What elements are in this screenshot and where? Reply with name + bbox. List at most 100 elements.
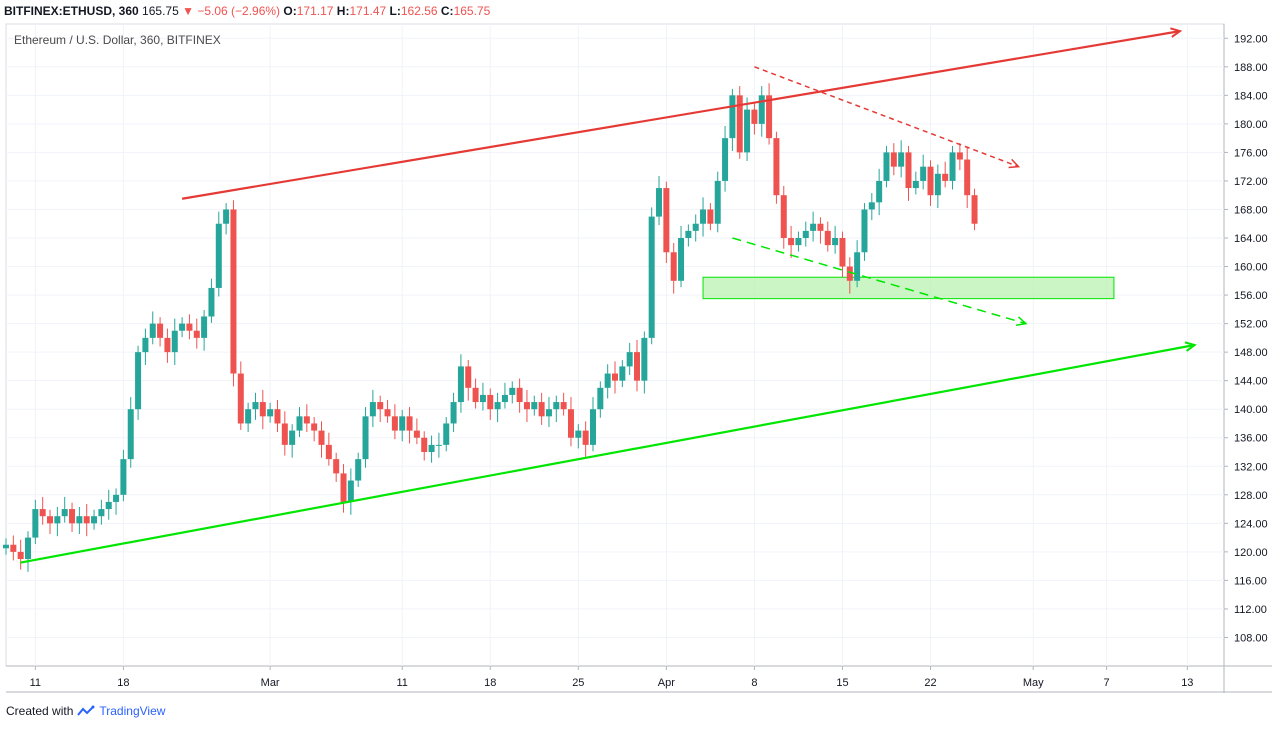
candle-body[interactable] <box>832 238 839 246</box>
candle-body[interactable] <box>956 152 963 160</box>
candle-body[interactable] <box>634 352 641 381</box>
candle-body[interactable] <box>369 402 376 417</box>
candle-body[interactable] <box>722 138 729 181</box>
candle-body[interactable] <box>83 516 90 524</box>
candle-body[interactable] <box>964 159 971 196</box>
candle-body[interactable] <box>391 416 398 431</box>
candle-body[interactable] <box>824 230 831 246</box>
candle-body[interactable] <box>457 366 464 403</box>
candle-body[interactable] <box>612 373 618 381</box>
candle-body[interactable] <box>61 509 68 517</box>
candle-body[interactable] <box>912 180 919 189</box>
candle-body[interactable] <box>626 352 633 367</box>
descending-support-line[interactable] <box>732 237 1027 325</box>
candle-body[interactable] <box>157 323 164 338</box>
candle-body[interactable] <box>670 252 677 281</box>
candle-body[interactable] <box>259 402 266 417</box>
candle-body[interactable] <box>98 509 105 517</box>
candle-body[interactable] <box>810 223 817 231</box>
candle-body[interactable] <box>10 544 17 552</box>
candle-body[interactable] <box>648 216 655 338</box>
candle-body[interactable] <box>744 109 751 153</box>
candle-body[interactable] <box>846 266 853 281</box>
candle-body[interactable] <box>795 238 802 246</box>
candle-body[interactable] <box>311 423 318 431</box>
candle-body[interactable] <box>274 409 281 424</box>
candle-body[interactable] <box>179 323 186 331</box>
candle-body[interactable] <box>164 337 171 353</box>
candle-body[interactable] <box>758 95 765 124</box>
candle-body[interactable] <box>362 416 369 460</box>
candle-body[interactable] <box>898 152 905 167</box>
candle-body[interactable] <box>171 330 178 353</box>
candle-body[interactable] <box>39 509 46 517</box>
candle-body[interactable] <box>281 423 288 445</box>
candle-body[interactable] <box>604 373 611 388</box>
candle-body[interactable] <box>32 509 39 538</box>
candle-body[interactable] <box>876 180 883 203</box>
candle-body[interactable] <box>208 287 215 317</box>
candle-body[interactable] <box>619 366 626 381</box>
candle-body[interactable] <box>692 223 699 231</box>
candle-body[interactable] <box>685 230 692 238</box>
candle-body[interactable] <box>523 402 530 410</box>
candle-body[interactable] <box>113 494 120 502</box>
candle-body[interactable] <box>942 173 949 181</box>
candle-body[interactable] <box>318 430 325 445</box>
candle-body[interactable] <box>325 444 332 460</box>
candle-body[interactable] <box>538 402 545 417</box>
candle-body[interactable] <box>567 409 574 438</box>
candle-body[interactable] <box>773 138 780 196</box>
candle-body[interactable] <box>91 516 98 524</box>
candle-body[interactable] <box>120 459 127 495</box>
candle-body[interactable] <box>839 238 846 267</box>
candle-body[interactable] <box>296 416 303 431</box>
candle-body[interactable] <box>186 323 193 331</box>
candle-body[interactable] <box>142 337 149 353</box>
candle-body[interactable] <box>545 409 552 417</box>
candle-body[interactable] <box>223 209 230 224</box>
candle-body[interactable] <box>443 423 450 445</box>
candle-body[interactable] <box>105 501 112 510</box>
candle-body[interactable] <box>861 209 868 253</box>
candle-body[interactable] <box>193 330 200 338</box>
candle-body[interactable] <box>531 402 538 410</box>
candle-body[interactable] <box>905 152 912 189</box>
candle-body[interactable] <box>17 551 24 559</box>
candle-body[interactable] <box>934 173 941 196</box>
candle-body[interactable] <box>303 416 310 424</box>
candle-body[interactable] <box>707 209 714 224</box>
candle-body[interactable] <box>347 480 354 502</box>
candle-body[interactable] <box>245 409 252 424</box>
candle-body[interactable] <box>465 366 472 388</box>
candle-body[interactable] <box>413 430 420 438</box>
candle-body[interactable] <box>421 437 428 452</box>
candle-body[interactable] <box>47 516 54 524</box>
candle-body[interactable] <box>700 209 707 224</box>
candle-body[interactable] <box>406 416 413 431</box>
candle-body[interactable] <box>575 430 582 438</box>
candle-body[interactable] <box>589 409 596 445</box>
candle-body[interactable] <box>971 195 978 224</box>
candle-body[interactable] <box>252 402 259 410</box>
support-trendline-line[interactable] <box>20 343 1195 564</box>
candle-body[interactable] <box>714 180 721 224</box>
candle-body[interactable] <box>487 394 494 410</box>
candle-body[interactable] <box>135 352 142 410</box>
candle-body[interactable] <box>890 152 897 167</box>
candle-body[interactable] <box>516 387 523 403</box>
candle-body[interactable] <box>920 166 927 181</box>
candle-body[interactable] <box>25 537 32 559</box>
descending-resistance-line[interactable] <box>754 66 1019 168</box>
candle-body[interactable] <box>76 516 83 524</box>
candle-body[interactable] <box>729 95 736 139</box>
candle-body[interactable] <box>494 402 501 410</box>
candle-body[interactable] <box>788 238 795 246</box>
candle-body[interactable] <box>780 195 787 238</box>
candle-body[interactable] <box>201 316 208 338</box>
candle-body[interactable] <box>641 337 648 381</box>
candle-body[interactable] <box>509 387 516 395</box>
candle-body[interactable] <box>215 223 222 288</box>
candle-body[interactable] <box>472 387 479 403</box>
